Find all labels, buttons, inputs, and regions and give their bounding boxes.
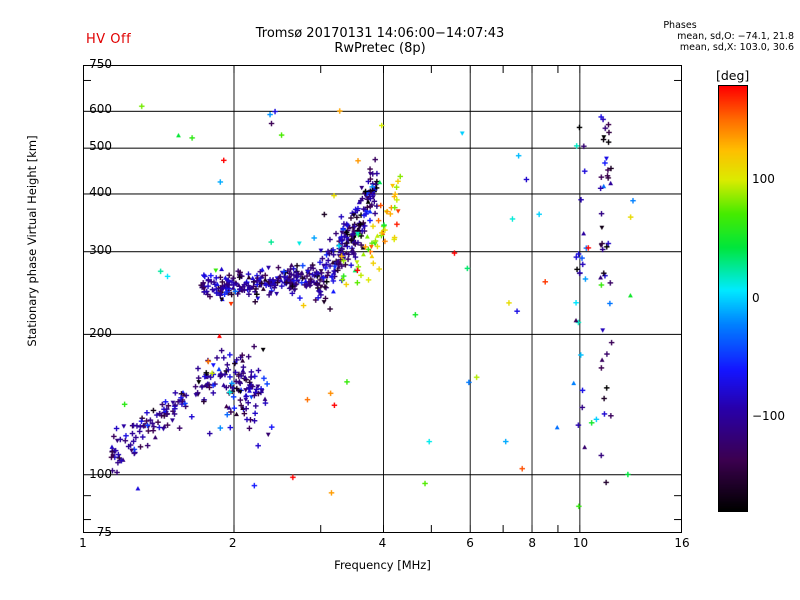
- y-tick-label: 750: [89, 57, 112, 71]
- y-tick-label: 600: [89, 102, 112, 117]
- scatter-plot-area[interactable]: [83, 65, 682, 533]
- colorbar-tick-label: −100: [752, 409, 785, 424]
- x-tick-label: 10: [572, 536, 589, 550]
- y-tick-label: 500: [89, 139, 112, 154]
- hv-status-label: HV Off: [86, 32, 132, 47]
- x-tick-label: 1: [79, 536, 87, 550]
- y-tick-label: 400: [89, 184, 112, 199]
- y-axis-label: Stationary phase Virtual Height [km]: [25, 135, 39, 347]
- phase-statistics: Phases mean, sd,O: −74.1, 21.8 mean, sd,…: [594, 20, 794, 53]
- x-tick-label: 16: [674, 536, 690, 550]
- x-tick-label: 2: [228, 536, 237, 550]
- plot-title-line2: RwPretec (8p): [334, 41, 426, 56]
- x-tick-label: 8: [528, 536, 537, 550]
- colorbar[interactable]: [718, 85, 748, 512]
- phase-statistics-heading: Phases: [663, 20, 697, 31]
- y-tick-label: 300: [89, 243, 112, 258]
- phase-statistics-o: mean, sd,O: −74.1, 21.8: [677, 31, 794, 42]
- colorbar-unit-label: [deg]: [716, 68, 750, 83]
- y-tick-label: 200: [89, 325, 112, 340]
- y-tick-label: 100: [89, 466, 112, 481]
- x-tick-label: 6: [466, 536, 474, 550]
- y-tick-label: 75: [96, 525, 112, 539]
- phase-statistics-x: mean, sd,X: 103.0, 30.6: [679, 42, 794, 53]
- colorbar-tick-label: 0: [752, 290, 760, 305]
- plot-title: Tromsø 20170131 14:06:00−14:07:43 RwPret…: [160, 26, 600, 56]
- plot-title-line1: Tromsø 20170131 14:06:00−14:07:43: [255, 26, 505, 41]
- scatter-plot-canvas: [84, 66, 681, 532]
- x-axis-label: Frequency [MHz]: [334, 558, 431, 572]
- x-tick-label: 4: [378, 536, 387, 550]
- colorbar-tick-label: 100: [752, 171, 775, 186]
- colorbar-canvas: [719, 86, 747, 511]
